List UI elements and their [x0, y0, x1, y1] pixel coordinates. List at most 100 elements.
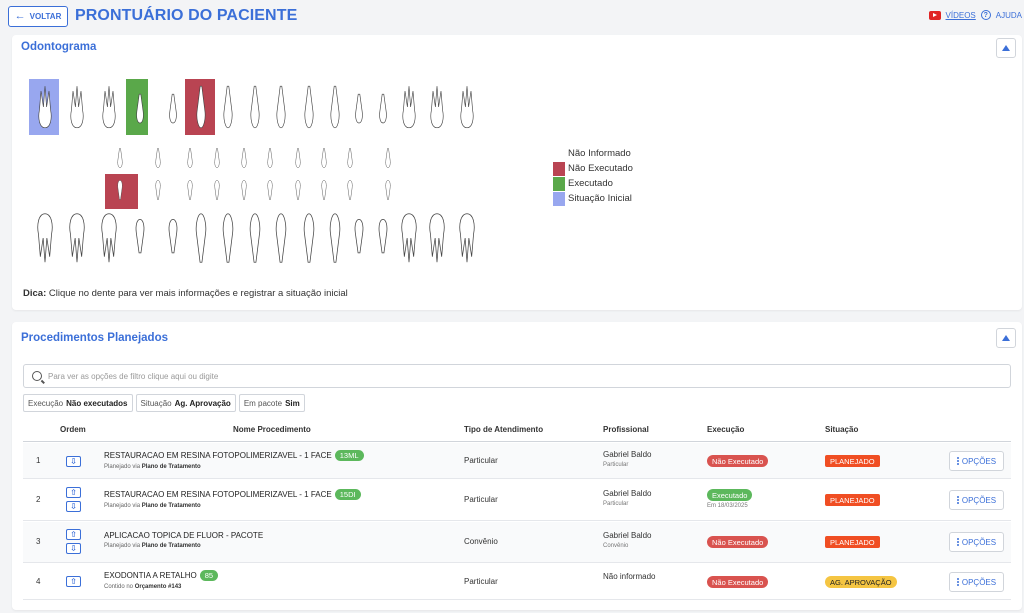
options-label: OPÇÕES — [961, 537, 997, 547]
sub-link[interactable]: Plano de Tratamento — [141, 464, 201, 470]
tooth[interactable] — [129, 210, 151, 266]
tooth-shape — [321, 148, 327, 168]
tooth[interactable] — [298, 83, 320, 131]
deciduous-tooth[interactable] — [182, 141, 198, 173]
deciduous-tooth[interactable] — [380, 175, 396, 207]
tooth[interactable] — [270, 210, 292, 266]
search-input[interactable] — [48, 371, 948, 381]
tooth[interactable] — [244, 83, 266, 131]
collapse-odontogram-button[interactable] — [996, 38, 1016, 58]
tooth-shape — [214, 180, 220, 200]
deciduous-tooth[interactable] — [105, 174, 138, 209]
tooth-shape — [347, 148, 353, 168]
tooth[interactable] — [29, 79, 59, 135]
tooth-shape — [429, 213, 445, 263]
help-icon: ? — [980, 10, 991, 20]
tooth[interactable] — [185, 79, 215, 135]
deciduous-tooth[interactable] — [236, 141, 252, 173]
tooth[interactable] — [348, 210, 370, 266]
move-up-button[interactable]: ⇧ — [66, 487, 81, 498]
tooth[interactable] — [398, 210, 420, 266]
tooth[interactable] — [398, 83, 420, 131]
deciduous-tooth[interactable] — [316, 175, 332, 207]
options-button[interactable]: OPÇÕES — [949, 572, 1004, 592]
tooth[interactable] — [372, 210, 394, 266]
deciduous-tooth[interactable] — [290, 175, 306, 207]
filter-chip-package[interactable]: Em pacote Sim — [238, 394, 305, 412]
deciduous-tooth[interactable] — [262, 175, 278, 207]
tooth[interactable] — [126, 79, 151, 135]
deciduous-tooth[interactable] — [236, 175, 252, 207]
tooth[interactable] — [98, 210, 120, 266]
filter-chip-status[interactable]: Situação Ag. Aprovação — [135, 394, 236, 412]
tooth-shape — [38, 86, 52, 129]
tooth-shape — [187, 180, 193, 200]
tooth[interactable] — [324, 83, 346, 131]
deciduous-tooth[interactable] — [209, 175, 225, 207]
tooth[interactable] — [426, 210, 448, 266]
options-button[interactable]: OPÇÕES — [949, 451, 1004, 471]
procedure-sub: Contido no Orçamento #143 — [104, 584, 218, 590]
collapse-procedures-button[interactable] — [996, 328, 1016, 348]
deciduous-tooth[interactable] — [112, 141, 128, 173]
tooth[interactable] — [270, 83, 292, 131]
move-down-button[interactable]: ⇩ — [66, 543, 81, 554]
sub-link[interactable]: Plano de Tratamento — [141, 503, 201, 509]
deciduous-tooth[interactable] — [380, 141, 396, 173]
tooth[interactable] — [190, 210, 212, 266]
move-down-button[interactable]: ⇩ — [66, 456, 81, 467]
tooth[interactable] — [98, 83, 120, 131]
deciduous-tooth[interactable] — [209, 141, 225, 173]
options-button[interactable]: OPÇÕES — [949, 532, 1004, 552]
tooth[interactable] — [372, 83, 394, 131]
deciduous-tooth[interactable] — [150, 141, 166, 173]
execution-date: Em 18/03/2025 — [707, 503, 748, 509]
options-button[interactable]: OPÇÕES — [949, 490, 1004, 510]
deciduous-tooth[interactable] — [262, 141, 278, 173]
tooth[interactable] — [162, 83, 184, 131]
tooth[interactable] — [217, 83, 239, 131]
back-button[interactable]: ← VOLTAR — [8, 6, 68, 27]
tooth[interactable] — [66, 83, 88, 131]
deciduous-tooth[interactable] — [316, 141, 332, 173]
tooth-shape — [117, 180, 123, 200]
deciduous-tooth[interactable] — [150, 175, 166, 207]
filter-chip-execution[interactable]: Execução Não executados — [23, 394, 133, 412]
youtube-icon — [928, 10, 941, 20]
status-badge: PLANEJADO — [825, 455, 880, 467]
videos-link[interactable]: VÍDEOS — [945, 10, 976, 20]
deciduous-tooth[interactable] — [342, 141, 358, 173]
move-down-button[interactable]: ⇩ — [66, 501, 81, 512]
sub-link[interactable]: Orçamento #143 — [134, 584, 182, 590]
row-index: 2 — [36, 495, 41, 504]
kebab-icon — [956, 495, 959, 505]
tooth[interactable] — [66, 210, 88, 266]
procedures-title: Procedimentos Planejados — [21, 332, 168, 344]
legend-item: Executado — [553, 176, 633, 191]
move-up-button[interactable]: ⇧ — [66, 576, 81, 587]
top-bar: ← VOLTAR PRONTUÁRIO DO PACIENTE VÍDEOS ?… — [0, 0, 1024, 34]
tooth[interactable] — [298, 210, 320, 266]
tooth[interactable] — [162, 210, 184, 266]
deciduous-tooth[interactable] — [290, 141, 306, 173]
filter-search[interactable] — [23, 364, 1011, 388]
deciduous-tooth[interactable] — [342, 175, 358, 207]
move-up-button[interactable]: ⇧ — [66, 529, 81, 540]
tooth[interactable] — [426, 83, 448, 131]
page-title: PRONTUÁRIO DO PACIENTE — [75, 7, 298, 24]
tooth[interactable] — [456, 210, 478, 266]
sub-link[interactable]: Plano de Tratamento — [141, 543, 201, 549]
tooth[interactable] — [217, 210, 239, 266]
help-link[interactable]: AJUDA — [995, 10, 1022, 20]
legend-label: Situação Inicial — [568, 193, 632, 204]
deciduous-tooth[interactable] — [182, 175, 198, 207]
tip-body: Clique no dente para ver mais informaçõe… — [46, 288, 348, 299]
tooth[interactable] — [348, 83, 370, 131]
tooth-shape — [347, 180, 353, 200]
odontogram-title: Odontograma — [21, 41, 97, 53]
tooth[interactable] — [244, 210, 266, 266]
procedure-name: RESTAURACAO EM RESINA FOTOPOLIMERIZAVEL … — [104, 490, 332, 499]
tooth[interactable] — [34, 210, 56, 266]
tooth[interactable] — [324, 210, 346, 266]
tooth[interactable] — [456, 83, 478, 131]
